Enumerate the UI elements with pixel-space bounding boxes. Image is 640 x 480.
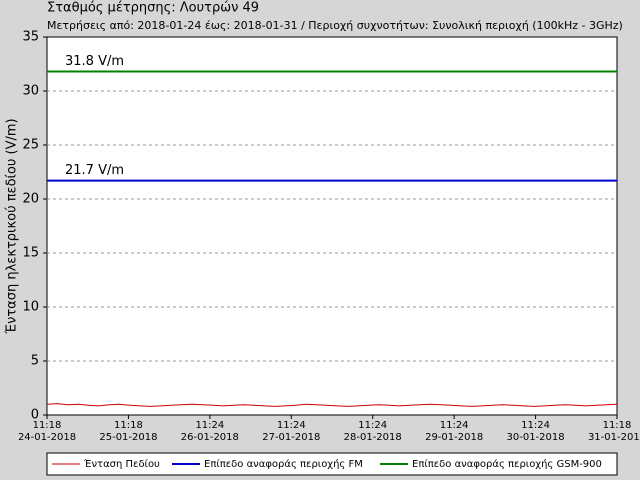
- legend: [46, 452, 618, 476]
- x-tick-date: 26-01-2018: [181, 432, 239, 443]
- x-tick-date: 25-01-2018: [99, 432, 157, 443]
- series-line: [46, 403, 618, 407]
- x-tick-time: 11:24: [195, 420, 224, 431]
- x-tick-date: 28-01-2018: [344, 432, 402, 443]
- y-tick-label: 15: [22, 246, 39, 261]
- chart-subtitle: Μετρήσεις από: 2018-01-24 έως: 2018-01-3…: [47, 19, 623, 32]
- x-tick-time: 11:24: [521, 420, 550, 431]
- legend-label: Ένταση Πεδίου: [83, 458, 160, 470]
- x-tick-time: 11:24: [358, 420, 387, 431]
- x-tick-date: 24-01-2018: [18, 432, 76, 443]
- x-tick-date: 31-01-2018: [588, 432, 640, 443]
- y-tick-label: 20: [22, 192, 39, 207]
- reference-label: 31.8 V/m: [65, 54, 124, 69]
- x-tick-time: 11:18: [114, 420, 143, 431]
- x-tick-time: 11:18: [33, 420, 62, 431]
- y-tick-label: 30: [22, 84, 39, 99]
- y-tick-label: 5: [31, 354, 39, 369]
- y-tick-label: 25: [22, 138, 39, 153]
- y-tick-label: 35: [22, 30, 39, 45]
- reference-label: 21.7 V/m: [65, 163, 124, 178]
- chart-title: Σταθμός μέτρησης: Λουτρών 49: [47, 1, 259, 16]
- plot-area: [46, 36, 618, 416]
- x-tick-date: 27-01-2018: [262, 432, 320, 443]
- y-axis-title: Ένταση ηλεκτρικού πεδίου (V/m): [5, 118, 20, 334]
- legend-label: Επίπεδο αναφοράς περιοχής GSM-900: [412, 458, 602, 470]
- x-tick-time: 11:18: [603, 420, 632, 431]
- x-tick-time: 11:24: [440, 420, 469, 431]
- y-tick-label: 10: [22, 300, 39, 315]
- x-tick-date: 30-01-2018: [507, 432, 565, 443]
- y-tick-label: 0: [31, 408, 39, 423]
- x-tick-date: 29-01-2018: [425, 432, 483, 443]
- x-tick-time: 11:24: [277, 420, 306, 431]
- legend-label: Επίπεδο αναφοράς περιοχής FM: [204, 458, 363, 470]
